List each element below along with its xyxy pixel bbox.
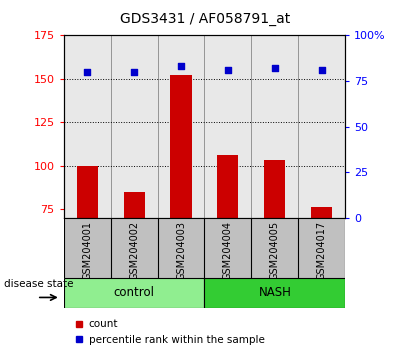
Bar <box>76 166 98 218</box>
Bar <box>311 207 332 218</box>
Point <box>319 67 325 73</box>
Point <box>272 65 278 71</box>
Bar <box>264 160 285 218</box>
Text: control: control <box>113 286 155 299</box>
Bar <box>171 75 192 218</box>
Text: GDS3431 / AF058791_at: GDS3431 / AF058791_at <box>120 12 291 27</box>
Legend: count, percentile rank within the sample: count, percentile rank within the sample <box>71 315 269 349</box>
Bar <box>64 278 204 308</box>
Text: GSM204001: GSM204001 <box>82 221 92 280</box>
Point <box>131 69 137 75</box>
Bar <box>205 278 345 308</box>
Text: GSM204002: GSM204002 <box>129 221 139 280</box>
Point <box>84 69 90 75</box>
Text: NASH: NASH <box>259 286 291 299</box>
Bar <box>124 192 145 218</box>
Text: GSM204005: GSM204005 <box>270 221 280 280</box>
Text: GSM204003: GSM204003 <box>176 221 186 280</box>
Point <box>225 67 231 73</box>
Bar <box>217 155 238 218</box>
Text: disease state: disease state <box>4 279 74 289</box>
Text: GSM204004: GSM204004 <box>223 221 233 280</box>
Text: GSM204017: GSM204017 <box>317 221 327 280</box>
Point <box>178 64 184 69</box>
